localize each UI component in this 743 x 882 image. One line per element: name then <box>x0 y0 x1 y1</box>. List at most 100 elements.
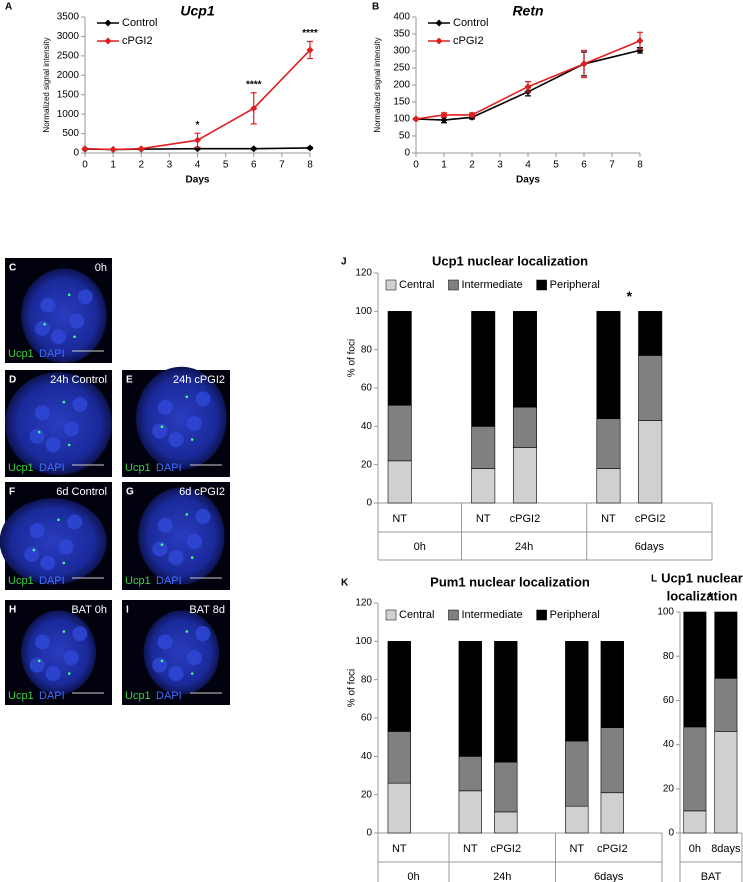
y-tick-label: 50 <box>399 131 411 142</box>
y-tick-label: 60 <box>361 713 373 724</box>
y-tick-label: 350 <box>393 29 410 40</box>
y-tick-label: 120 <box>355 598 372 609</box>
chromocenter <box>58 539 74 555</box>
x-tick-label: 5 <box>553 160 559 171</box>
bar-segment <box>596 311 621 419</box>
chromocenter <box>72 396 88 412</box>
y-tick-label: 100 <box>393 114 410 125</box>
y-tick-label: 0 <box>366 828 372 839</box>
micrograph-label: BAT 8d <box>189 604 225 616</box>
group-label: 0h <box>407 871 419 882</box>
foci <box>62 400 66 404</box>
y-tick-label: 120 <box>355 268 372 279</box>
foci <box>190 556 194 559</box>
y-tick-label: 80 <box>663 651 675 662</box>
point <box>524 83 532 91</box>
x-axis-label: Days <box>516 175 540 186</box>
bar-segment <box>565 740 589 807</box>
bar-segment <box>471 311 496 427</box>
chromocenter <box>195 391 211 407</box>
x-tick-label: NT <box>392 843 407 855</box>
x-tick-label: 2 <box>469 160 475 171</box>
legend-label: Intermediate <box>461 279 522 291</box>
x-tick-label: cPGI2 <box>597 843 628 855</box>
legend-marker <box>104 19 112 27</box>
channel-label: Ucp1 <box>125 575 151 587</box>
nucleus <box>21 610 96 695</box>
point <box>580 60 588 68</box>
y-tick-label: 60 <box>663 695 675 706</box>
x-tick-label: 0 <box>82 160 88 171</box>
x-tick-label: 3 <box>167 160 173 171</box>
chromocenter <box>29 428 45 444</box>
chromocenter <box>63 421 79 437</box>
y-tick-label: 1500 <box>57 89 80 100</box>
x-tick-label: cPGI2 <box>635 513 666 525</box>
x-tick-label: 4 <box>525 160 531 171</box>
bar-segment <box>600 641 624 728</box>
chromocenter <box>29 523 45 539</box>
chromocenter <box>186 650 202 666</box>
legend-swatch <box>448 279 459 291</box>
nucleus <box>138 487 225 585</box>
group-label: 0h <box>414 541 426 553</box>
bar-segment <box>683 726 707 812</box>
channel-label: DAPI <box>39 348 65 360</box>
x-tick-label: NT <box>476 513 491 525</box>
y-tick-label: 100 <box>355 636 372 647</box>
panel-letter: K <box>341 578 349 589</box>
bar-segment <box>600 727 624 794</box>
x-tick-label: cPGI2 <box>491 843 522 855</box>
chromocenter <box>157 634 173 650</box>
foci <box>185 513 189 516</box>
bar-segment <box>638 355 663 421</box>
channel-label: Ucp1 <box>8 690 34 702</box>
panel-letter: F <box>9 487 15 498</box>
foci <box>185 630 189 633</box>
point <box>306 144 314 152</box>
micrograph-label: 24h cPGI2 <box>173 374 225 386</box>
y-tick-label: 2500 <box>57 50 80 61</box>
y-axis-label: % of foci <box>347 339 358 377</box>
channel-label: Ucp1 <box>125 690 151 702</box>
y-tick-label: 150 <box>393 97 410 108</box>
foci <box>190 672 194 675</box>
foci <box>67 293 71 297</box>
foci <box>62 630 66 633</box>
chromocenter <box>152 541 168 557</box>
legend-swatch <box>448 609 459 621</box>
bar-segment <box>512 447 537 504</box>
chromocenter <box>34 320 50 336</box>
chromocenter <box>168 431 184 448</box>
bar-segment <box>458 790 482 834</box>
chart-title: Ucp1 nuclear localization <box>432 253 588 268</box>
foci <box>190 438 194 441</box>
point <box>468 111 476 119</box>
bar-segment <box>387 460 412 504</box>
legend-marker <box>104 37 112 45</box>
point <box>137 145 145 153</box>
y-tick-label: 3500 <box>57 12 80 23</box>
micrograph-label: 6d cPGI2 <box>179 486 225 498</box>
foci <box>62 561 66 565</box>
micrograph-label: 24h Control <box>50 374 107 386</box>
chromocenter <box>77 289 93 305</box>
bar-segment <box>471 468 496 504</box>
y-tick-label: 80 <box>361 674 373 685</box>
x-tick-label: NT <box>463 843 478 855</box>
panel-letter: E <box>126 375 133 386</box>
bar-segment <box>683 611 707 728</box>
significance: * <box>627 288 633 304</box>
bar-segment <box>638 420 663 504</box>
bar-segment <box>494 811 518 834</box>
group-label: BAT <box>701 871 722 882</box>
x-tick-label: 6 <box>251 160 257 171</box>
y-tick-label: 100 <box>355 306 372 317</box>
y-tick-label: 2000 <box>57 70 80 81</box>
y-tick-label: 200 <box>393 80 410 91</box>
y-tick-label: 250 <box>393 63 410 74</box>
legend-swatch <box>536 279 547 291</box>
foci <box>37 659 41 663</box>
foci <box>67 443 71 447</box>
